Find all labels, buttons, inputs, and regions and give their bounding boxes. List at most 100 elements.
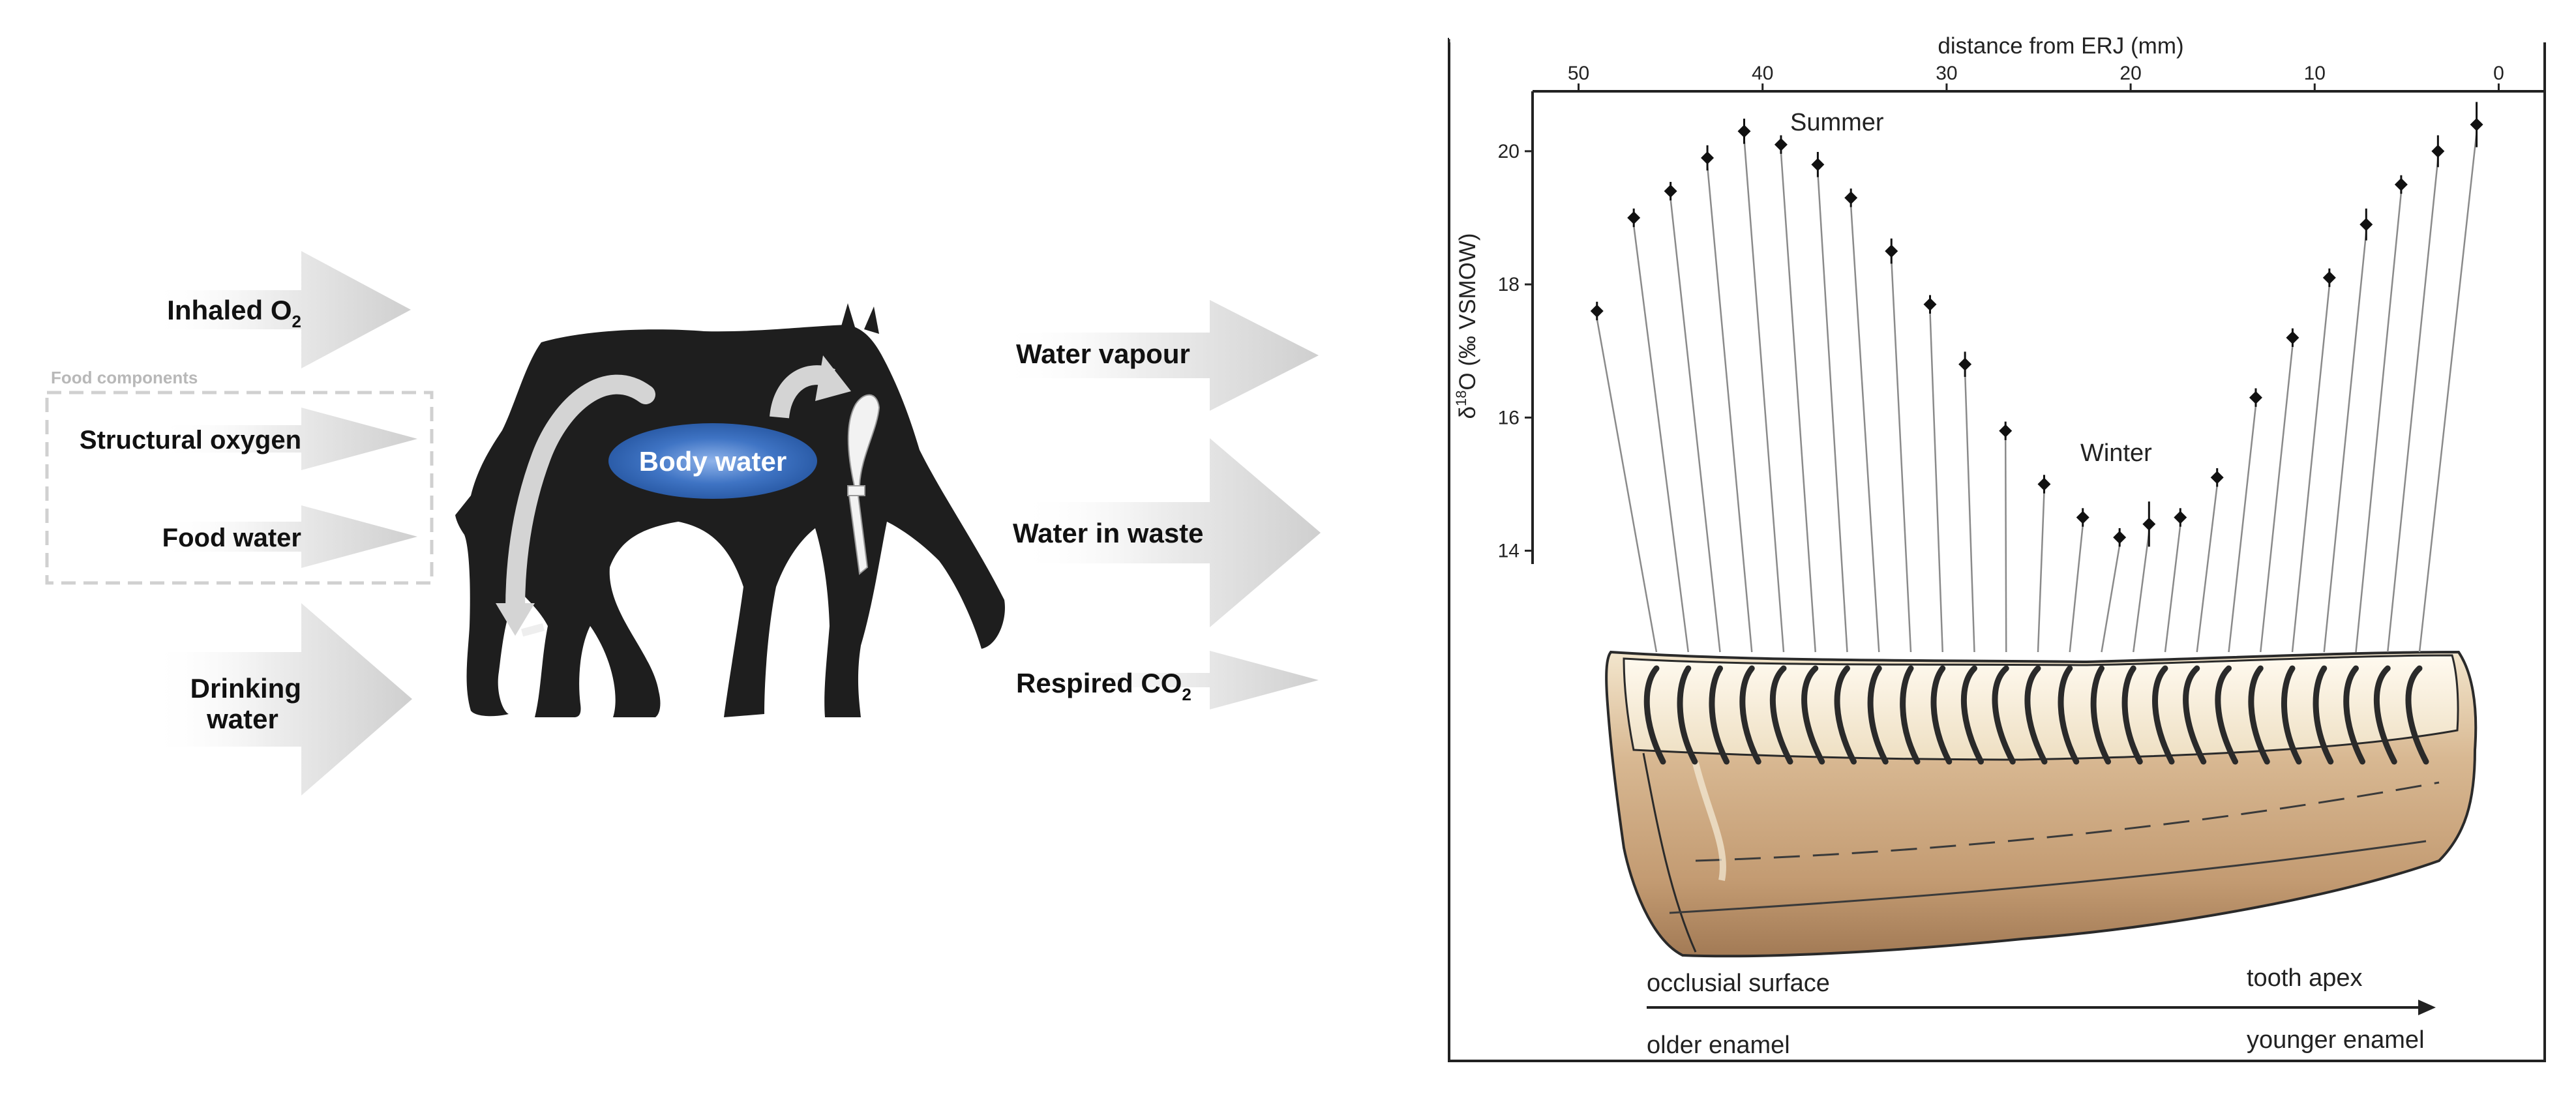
enamel-ridge [1900, 665, 1921, 765]
sample-line [2355, 192, 2403, 653]
y-axis-ticks: 14 16 18 20 [1498, 141, 1533, 562]
enamel-ridge [1834, 665, 1857, 765]
data-point [2076, 511, 2089, 524]
water-in-waste-label: Water in waste [1013, 518, 1204, 548]
sample-line [1743, 139, 1785, 653]
body-water-label: Body water [639, 446, 786, 477]
data-point [2286, 331, 2299, 344]
data-point [1811, 158, 1825, 171]
older-enamel-label: older enamel [1647, 1032, 1790, 1059]
x-tick-label: 30 [1936, 63, 1957, 84]
isotope-chart-panel: distance from ERJ (mm) δ18O (‰ VSMOW) 50… [1448, 33, 2551, 1062]
food-components-box [45, 391, 434, 585]
sample-line [1670, 199, 1721, 653]
food-water-label: Food water [162, 524, 301, 552]
food-components-label: Food components [51, 368, 198, 387]
data-point [1844, 191, 1858, 205]
enamel-ridge [2152, 665, 2175, 765]
sample-line [1706, 165, 1753, 653]
data-point [2470, 118, 2483, 132]
enamel-ridge [1960, 665, 1984, 765]
data-point [1923, 297, 1937, 311]
enamel-ridge [2058, 665, 2080, 765]
enamel-ridge [2405, 665, 2429, 765]
x-tick-label: 20 [2119, 63, 2141, 84]
drinking-water-label-1: Drinking [190, 673, 301, 704]
sample-line [2101, 544, 2121, 653]
enamel-ridge [1677, 665, 1698, 765]
sample-line [1964, 372, 1975, 653]
enamel-ridge [1643, 665, 1666, 765]
data-point [1958, 357, 1972, 371]
y-tick-label: 20 [1498, 141, 1520, 162]
sample-line [2133, 531, 2150, 653]
data-point [1737, 125, 1751, 138]
sample-line [2037, 492, 2045, 653]
sample-line [2069, 525, 2084, 653]
enamel-ridge [1709, 665, 1730, 765]
sample-line [2260, 345, 2294, 653]
inhaled-o2-label: Inhaled O2 [167, 295, 301, 331]
data-point [2249, 391, 2262, 404]
water-vapour-arrow [998, 300, 1319, 411]
hoof-bone-small [521, 623, 545, 637]
oxygen-budget-diagram: Food components Inhaled O2 Structural ox… [45, 251, 1321, 796]
data-point [1664, 185, 1677, 198]
sample-line [1817, 172, 1848, 653]
horse-silhouette [455, 303, 1005, 717]
data-point [2359, 218, 2373, 231]
data-point [2174, 511, 2187, 524]
output-arrows [998, 300, 1321, 709]
body-water-pool [608, 423, 817, 499]
sample-line [2323, 232, 2367, 653]
structural-oxygen-label: Structural oxygen [80, 426, 301, 454]
data-point [1999, 424, 2013, 438]
x-axis-title: distance from ERJ (mm) [1938, 33, 2183, 59]
data-point [2394, 177, 2408, 191]
sample-line [2228, 405, 2257, 653]
y-tick-label: 18 [1498, 274, 1520, 295]
respired-co2-label: Respired CO2 [1016, 668, 1191, 704]
enamel-ridge [2373, 665, 2397, 765]
y-tick-label: 16 [1498, 407, 1520, 428]
sample-line [1929, 312, 1943, 653]
enamel-ridge [2024, 665, 2048, 765]
sample-line [1632, 225, 1689, 653]
enamel-ridge [2121, 665, 2143, 765]
leg-bone-icon [847, 394, 880, 575]
data-point [1774, 138, 1788, 151]
enamel-ridge [2281, 665, 2302, 765]
inhaled-o2-arrow [150, 251, 411, 368]
summer-annotation: Summer [1790, 109, 1884, 136]
younger-enamel-label: younger enamel [2247, 1026, 2425, 1054]
water-in-waste-arrow [1017, 438, 1321, 627]
enamel-ridge [2248, 665, 2270, 765]
sample-line [2004, 438, 2007, 653]
tooth-enamel-ridges [1643, 665, 2429, 765]
data-point [2322, 271, 2336, 284]
sample-line [2418, 132, 2478, 653]
circulation-arrow-left [505, 374, 655, 619]
data-point [1627, 211, 1641, 225]
sample-line [1780, 152, 1816, 653]
drinking-water-label-2: water [206, 704, 278, 734]
data-point [2113, 531, 2127, 544]
sample-line [1891, 259, 1912, 653]
sample-line [2387, 158, 2439, 653]
enamel-ridge [2313, 665, 2334, 765]
data-point [2431, 144, 2445, 158]
enamel-ridge [1801, 665, 1825, 765]
x-tick-label: 10 [2304, 63, 2326, 84]
enamel-ridge [2090, 665, 2111, 765]
water-vapour-label: Water vapour [1016, 338, 1190, 369]
x-tick-label: 50 [1568, 63, 1589, 84]
input-arrows [150, 251, 417, 796]
enamel-ridge [1930, 665, 1953, 765]
sample-line [2196, 485, 2218, 653]
data-point [2210, 471, 2224, 484]
enamel-ridge [1739, 665, 1761, 765]
x-tick-label: 0 [2493, 63, 2504, 84]
enamel-age-arrow-head [2418, 1000, 2436, 1015]
x-axis-ticks: 50 40 30 20 10 0 [1568, 63, 2504, 91]
